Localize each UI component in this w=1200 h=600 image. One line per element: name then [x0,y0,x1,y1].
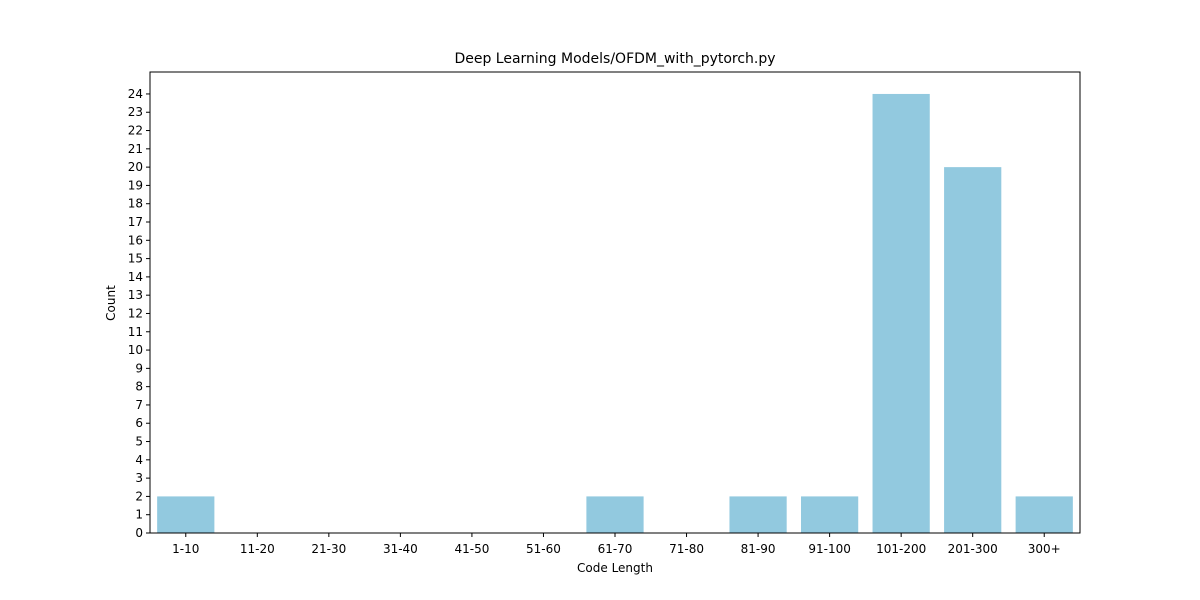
y-tick-label: 11 [128,325,143,339]
y-tick-label: 18 [128,197,143,211]
x-tick-label: 201-300 [948,542,998,556]
y-tick-label: 16 [128,233,143,247]
y-tick-label: 7 [135,398,143,412]
y-tick-label: 1 [135,508,143,522]
y-tick-label: 12 [128,306,143,320]
x-tick-label: 1-10 [172,542,199,556]
y-tick-label: 8 [135,380,143,394]
x-tick-label: 41-50 [454,542,489,556]
y-tick-label: 0 [135,526,143,540]
y-axis-label: Count [104,285,118,321]
x-tick-label: 51-60 [526,542,561,556]
y-tick-label: 20 [128,160,143,174]
y-tick-label: 21 [128,142,143,156]
x-axis: 1-10 11-20 21-30 31-40 41-50 51-60 61-70 71-80 8… [172,533,1061,556]
bars [157,93,1073,533]
y-tick-label: 17 [128,215,143,229]
y-tick-label: 13 [128,288,143,302]
x-tick-label: 21-30 [311,542,346,556]
x-tick-label: 91-100 [808,542,851,556]
y-tick-label: 23 [128,105,143,119]
chart-title: Deep Learning Models/OFDM_with_pytorch.p… [454,51,775,67]
y-tick-label: 2 [135,489,143,503]
x-axis-label: Code Length [577,561,653,575]
x-tick-label: 81-90 [741,542,776,556]
y-tick-label: 10 [128,343,143,357]
y-tick-label: 6 [135,416,143,430]
y-tick-label: 24 [128,87,143,101]
plot-frame [149,71,1081,534]
y-tick-label: 4 [135,453,143,467]
bar-1-10 [157,496,215,533]
y-tick-label: 15 [128,252,143,266]
x-tick-label: 61-70 [598,542,633,556]
bar-81-90 [729,496,787,533]
bar-91-100 [801,496,859,533]
y-tick-label: 19 [128,178,143,192]
x-tick-label: 101-200 [876,542,926,556]
x-tick-label: 300+ [1028,542,1061,556]
bar-101-200 [872,93,930,533]
bar-300+ [1015,496,1073,533]
y-tick-label: 22 [128,124,143,138]
y-tick-label: 9 [135,361,143,375]
x-tick-label: 71-80 [669,542,704,556]
x-tick-label: 31-40 [383,542,418,556]
x-tick-label: 11-20 [240,542,275,556]
y-tick-label: 3 [135,471,143,485]
y-tick-label: 14 [128,270,143,284]
bar-61-70 [586,496,644,533]
y-tick-label: 5 [135,435,143,449]
bar-201-300 [944,167,1002,533]
